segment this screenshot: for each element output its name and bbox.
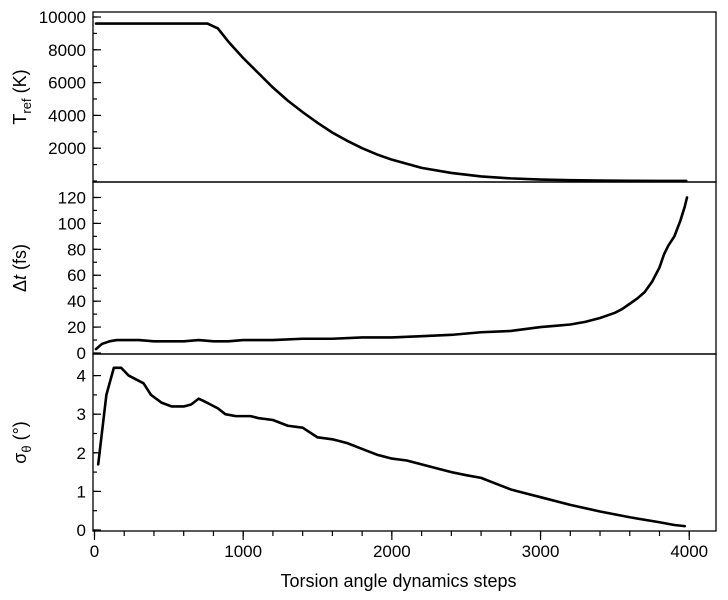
x-tick-label: 3000 xyxy=(522,542,560,561)
y-tick-label: 0 xyxy=(77,521,86,540)
y-tick-label: 0 xyxy=(77,344,86,363)
panel-frame-temperature xyxy=(92,11,717,183)
y-axis-title: Tref (K) xyxy=(10,69,34,124)
y-tick-label: 3 xyxy=(77,405,86,424)
y-tick-label: 100 xyxy=(58,214,86,233)
x-tick-label: 4000 xyxy=(670,542,708,561)
y-tick-label: 10000 xyxy=(39,8,86,27)
panel-temperature: 2000 4000 6000 8000 10000 Tref (K) xyxy=(10,8,717,183)
y-tick-label: 20 xyxy=(67,318,86,337)
y-tick-label: 40 xyxy=(67,292,86,311)
x-axis-title: Torsion angle dynamics steps xyxy=(280,571,516,591)
x-tick-label: 0 xyxy=(90,542,99,561)
y-tick-label: 120 xyxy=(58,188,86,207)
panel-sigma: 0 1 2 3 4 σθ (°) xyxy=(10,353,717,540)
series-line-sigma xyxy=(96,366,687,528)
y-axis-title: σθ (°) xyxy=(10,421,34,464)
y-tick-label: 6000 xyxy=(48,74,86,93)
y-tick-label: 80 xyxy=(67,240,86,259)
series-line-dt xyxy=(94,196,689,351)
series-line-T_ref xyxy=(94,22,688,183)
y-tick-label: 4 xyxy=(77,367,86,386)
x-tick-label: 1000 xyxy=(224,542,262,561)
y-tick-label: 2000 xyxy=(48,139,86,158)
y-tick-label: 8000 xyxy=(48,41,86,60)
x-axis: 0 1000 2000 3000 4000 Torsion angle dynamics … xyxy=(90,531,708,591)
x-tick-label: 2000 xyxy=(373,542,411,561)
y-tick-label: 4000 xyxy=(48,106,86,125)
y-tick-label: 2 xyxy=(77,444,86,463)
y-tick-label: 60 xyxy=(67,266,86,285)
panel-timestep: 0 20 40 60 80 100 120 Δt (fs) xyxy=(10,181,717,363)
y-tick-label: 1 xyxy=(77,482,86,501)
panel-frame-sigma xyxy=(92,353,717,532)
y-axis-title: Δt (fs) xyxy=(10,244,30,292)
panel-frame-timestep xyxy=(92,181,717,355)
